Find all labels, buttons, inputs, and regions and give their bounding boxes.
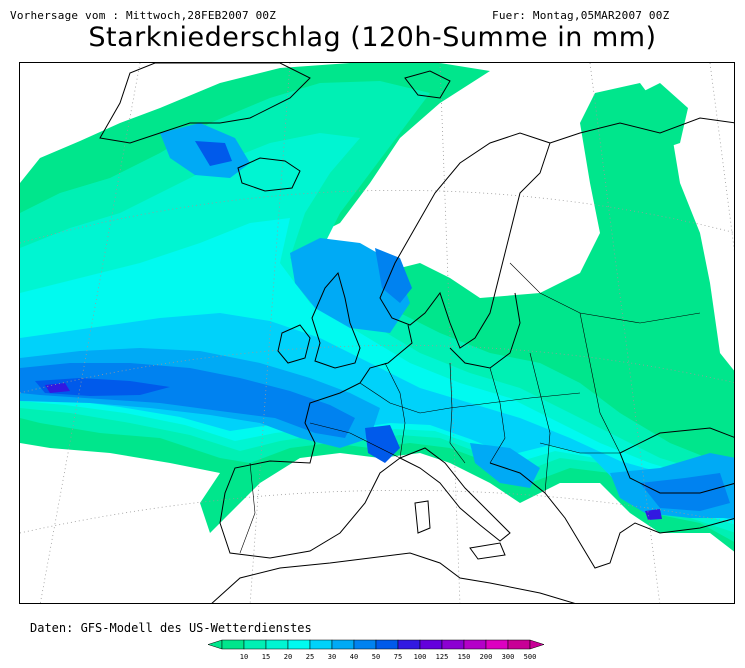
country-borders — [239, 262, 701, 554]
precip-area-75mm-iceland — [195, 141, 232, 166]
border-line — [449, 362, 466, 464]
border-line — [384, 362, 406, 459]
precip-area-75mm — [35, 378, 170, 396]
legend-swatch — [331, 639, 355, 650]
legend-swatch — [485, 639, 509, 650]
legend-swatch — [397, 639, 421, 650]
coast-baltic — [449, 292, 521, 369]
coast-great-britain — [311, 271, 361, 369]
coast-black-sea — [619, 427, 734, 494]
border-line — [509, 262, 701, 324]
precipitation-legend: 10 15 20 25 30 40 50 75 100 125 150 200 300 500 — [207, 639, 545, 661]
precip-area-100mm-aegean — [645, 509, 662, 520]
legend-tick-label: 500 — [524, 653, 537, 661]
coast-balkans — [489, 462, 734, 569]
precip-shading — [20, 63, 734, 552]
legend-tick-label: 30 — [328, 653, 336, 661]
legend-tick-label: 150 — [458, 653, 471, 661]
precip-area-10mm-east — [620, 83, 688, 153]
border-line — [539, 442, 620, 454]
coast-italy — [398, 447, 511, 542]
longitude-line — [249, 63, 291, 603]
legend-swatch — [309, 639, 333, 650]
border-line — [239, 462, 256, 554]
legend-arrow-high — [529, 639, 545, 650]
border-line — [579, 312, 621, 454]
border-line — [529, 352, 551, 494]
longitude-line — [709, 63, 734, 251]
map-title: Starkniederschlag (120h-Summe in mm) — [88, 22, 657, 53]
legend-swatch — [441, 639, 465, 650]
legend-tick-label: 75 — [394, 653, 402, 661]
legend-swatch — [265, 639, 289, 650]
coast-sardinia — [414, 500, 431, 534]
legend-swatch — [463, 639, 487, 650]
border-line — [309, 422, 401, 459]
precipitation-map-canvas — [20, 63, 734, 603]
legend-tick-label: 100 — [414, 653, 427, 661]
legend-tick-label: 200 — [480, 653, 493, 661]
border-line — [359, 382, 581, 414]
coast-greenland — [99, 63, 311, 144]
coast-iceland — [237, 157, 301, 192]
coast-sicily — [469, 542, 506, 560]
latitude-line — [20, 189, 734, 244]
coast-ireland — [277, 324, 311, 364]
legend-tick-label: 20 — [284, 653, 292, 661]
precipitation-map — [19, 62, 735, 604]
coast-svalbard — [404, 70, 451, 99]
legend-swatch — [507, 639, 531, 650]
legend-swatch — [419, 639, 443, 650]
valid-time-label: Fuer: Montag,05MAR2007 00Z — [492, 9, 670, 22]
precip-area-50mm-aegean — [640, 473, 730, 511]
legend-tick-label: 25 — [306, 653, 314, 661]
data-source-note: Daten: GFS-Modell des US-Wetterdienstes — [30, 621, 312, 635]
coast-russia-north — [549, 117, 734, 144]
latitude-line — [20, 489, 734, 534]
legend-swatch — [287, 639, 311, 650]
legend-swatch — [353, 639, 377, 650]
coastlines — [99, 63, 734, 603]
legend-tick-label: 50 — [372, 653, 380, 661]
legend-tick-label: 40 — [350, 653, 358, 661]
legend-swatch — [375, 639, 399, 650]
coast-north-africa — [211, 552, 576, 603]
legend-swatch — [243, 639, 267, 650]
forecast-run-label: Vorhersage vom : Mittwoch,28FEB2007 00Z — [10, 9, 277, 22]
legend-tick-label: 10 — [240, 653, 248, 661]
legend-arrow-low — [207, 639, 223, 650]
graticule — [20, 63, 734, 603]
border-line — [489, 367, 506, 464]
legend-tick-label: 125 — [436, 653, 449, 661]
legend-tick-label: 15 — [262, 653, 270, 661]
legend-tick-label: 300 — [502, 653, 515, 661]
legend-swatch — [221, 639, 245, 650]
precip-area-40mm-balkans — [470, 443, 540, 488]
coast-continent-west — [219, 324, 413, 559]
coast-scandinavia — [379, 132, 551, 349]
